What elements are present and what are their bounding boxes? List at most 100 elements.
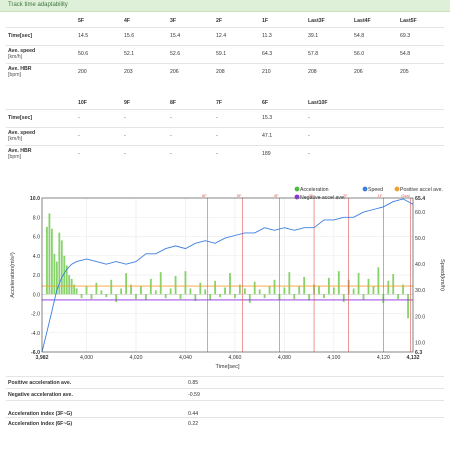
- table-cell: -: [76, 126, 122, 145]
- acceleration-bar: [100, 290, 103, 295]
- acceleration-bar: [95, 282, 98, 295]
- acceleration-bar: [392, 274, 395, 295]
- row-label-text: Ave. speed: [8, 130, 36, 136]
- acceleration-bar: [68, 275, 71, 295]
- acceleration-bar: [397, 294, 400, 300]
- acceleration-bar: [234, 294, 236, 299]
- row-label-text: Time[sec]: [8, 33, 33, 39]
- table-cell: -: [214, 108, 260, 127]
- acceleration-bar: [268, 286, 271, 295]
- acceleration-bar: [258, 289, 261, 295]
- acceleration-bar: [293, 294, 296, 300]
- acceleration-bar: [204, 289, 207, 295]
- legend-label: Positive accel ave.: [400, 187, 443, 193]
- y-right-tick-label: 30.0: [415, 288, 425, 294]
- column-header: Last3F: [308, 17, 325, 24]
- summary-value: 0.22: [186, 417, 444, 430]
- summary-label: Positive acceleration ave.: [6, 376, 186, 389]
- legend-label: Acceleration: [300, 187, 329, 193]
- acceleration-bar: [219, 294, 221, 298]
- row-label: Ave. HBR [bpm]: [6, 144, 76, 163]
- table-cell: 208: [214, 62, 260, 81]
- legend-swatch: [394, 186, 400, 192]
- table-cell: 15.6: [122, 26, 168, 45]
- table-cell: 206: [352, 62, 398, 81]
- table-row: Ave. HBR [bpm] - - - -189-: [6, 144, 444, 163]
- table-cell: -: [214, 144, 260, 163]
- legend-item: Positive accel ave.: [394, 186, 443, 193]
- row-unit: [km/h]: [8, 54, 23, 60]
- acceleration-bar: [238, 284, 241, 295]
- table-cell: 205: [398, 62, 444, 81]
- acceleration-bar: [194, 294, 197, 301]
- table-cell: -: [76, 144, 122, 163]
- acceleration-bar: [58, 232, 61, 295]
- acceleration-bar: [70, 278, 73, 295]
- x-tick-label: 4,120: [377, 355, 390, 361]
- table-cell: -: [168, 144, 214, 163]
- acceleration-bar: [283, 287, 286, 295]
- summary-value: -0.59: [186, 388, 444, 401]
- table-header-corner: [6, 97, 76, 109]
- table-cell: 189: [260, 144, 306, 163]
- table-cell: 12.4: [214, 26, 260, 45]
- table-filler-cell: [352, 97, 444, 109]
- table-cell: -: [122, 126, 168, 145]
- table-cell: 14.5: [76, 26, 122, 45]
- acceleration-bar: [372, 286, 375, 295]
- acceleration-bar: [402, 284, 405, 295]
- table-row: Ave. speed [km/h] 50.6 52.1 52.6 59.1 64.3 57.8…: [6, 44, 444, 63]
- y-right-tick-label: 20.0: [415, 314, 425, 320]
- acceleration-bar: [169, 288, 172, 295]
- row-label-text: Ave. HBR: [8, 66, 32, 73]
- acceleration-bar: [144, 294, 147, 301]
- column-header: 3F: [170, 17, 177, 24]
- table-cell: 210: [260, 62, 306, 81]
- acceleration-bar: [120, 288, 123, 295]
- table-cell: 15.3: [260, 108, 306, 127]
- acceleration-bar: [263, 294, 266, 299]
- acceleration-bar: [140, 286, 142, 295]
- column-header: 2F: [216, 17, 223, 24]
- acceleration-bar: [367, 278, 370, 295]
- y-left-tick-label: -2.0: [31, 312, 40, 318]
- acceleration-bar: [387, 280, 390, 295]
- acceleration-bar: [298, 285, 301, 295]
- x-tick-label: 4,020: [129, 355, 142, 361]
- plot-frame: [41, 197, 414, 353]
- table-row: Time[sec] 14.5 15.6 15.4 12.4 11.3 39.1 54.8 69.…: [6, 26, 444, 45]
- acceleration-bar: [164, 294, 167, 299]
- y-right-tick-label: 50.0: [415, 236, 425, 242]
- acceleration-bar: [407, 294, 409, 319]
- y-right-tick-label: 40.0: [415, 262, 425, 268]
- x-tick-label: 4,080: [278, 355, 291, 361]
- acceleration-bar: [352, 288, 355, 295]
- acceleration-bar: [224, 287, 226, 295]
- y-left-tick-label: -6.0: [31, 350, 40, 356]
- column-header: Last5F: [400, 17, 417, 24]
- acceleration-bar: [303, 276, 306, 295]
- column-header: 7F: [216, 99, 223, 106]
- table-header-row: 5F 4F 3F 2F 1F Last3F Last4F Last5F: [6, 15, 444, 27]
- table-cell: 200: [76, 62, 122, 81]
- acceleration-bar: [80, 294, 83, 299]
- acceleration-bar: [179, 294, 182, 300]
- summary-table: Positive acceleration ave. 0.85 Negative a…: [6, 376, 444, 430]
- table-header-row: 10F 9F 8F 7F 6F Last10F: [6, 97, 444, 109]
- row-unit: [km/h]: [8, 136, 23, 142]
- row-unit: [bpm]: [8, 154, 21, 161]
- acceleration-bar: [65, 265, 68, 295]
- table-cell: 203: [122, 62, 168, 81]
- acceleration-bar: [273, 279, 276, 295]
- acceleration-bar: [377, 267, 380, 295]
- row-label-text: Ave. speed: [8, 48, 36, 54]
- acceleration-bar: [323, 294, 325, 299]
- row-label: Ave. speed [km/h]: [6, 44, 76, 63]
- acceleration-bar: [342, 294, 345, 302]
- acceleration-bar: [135, 294, 137, 300]
- acceleration-bar: [199, 282, 202, 295]
- acceleration-bar: [159, 272, 162, 295]
- table-cell: 206: [168, 62, 214, 81]
- column-header: 10F: [78, 99, 87, 106]
- y-left-axis-title: Acceleration(m/s²): [10, 252, 16, 298]
